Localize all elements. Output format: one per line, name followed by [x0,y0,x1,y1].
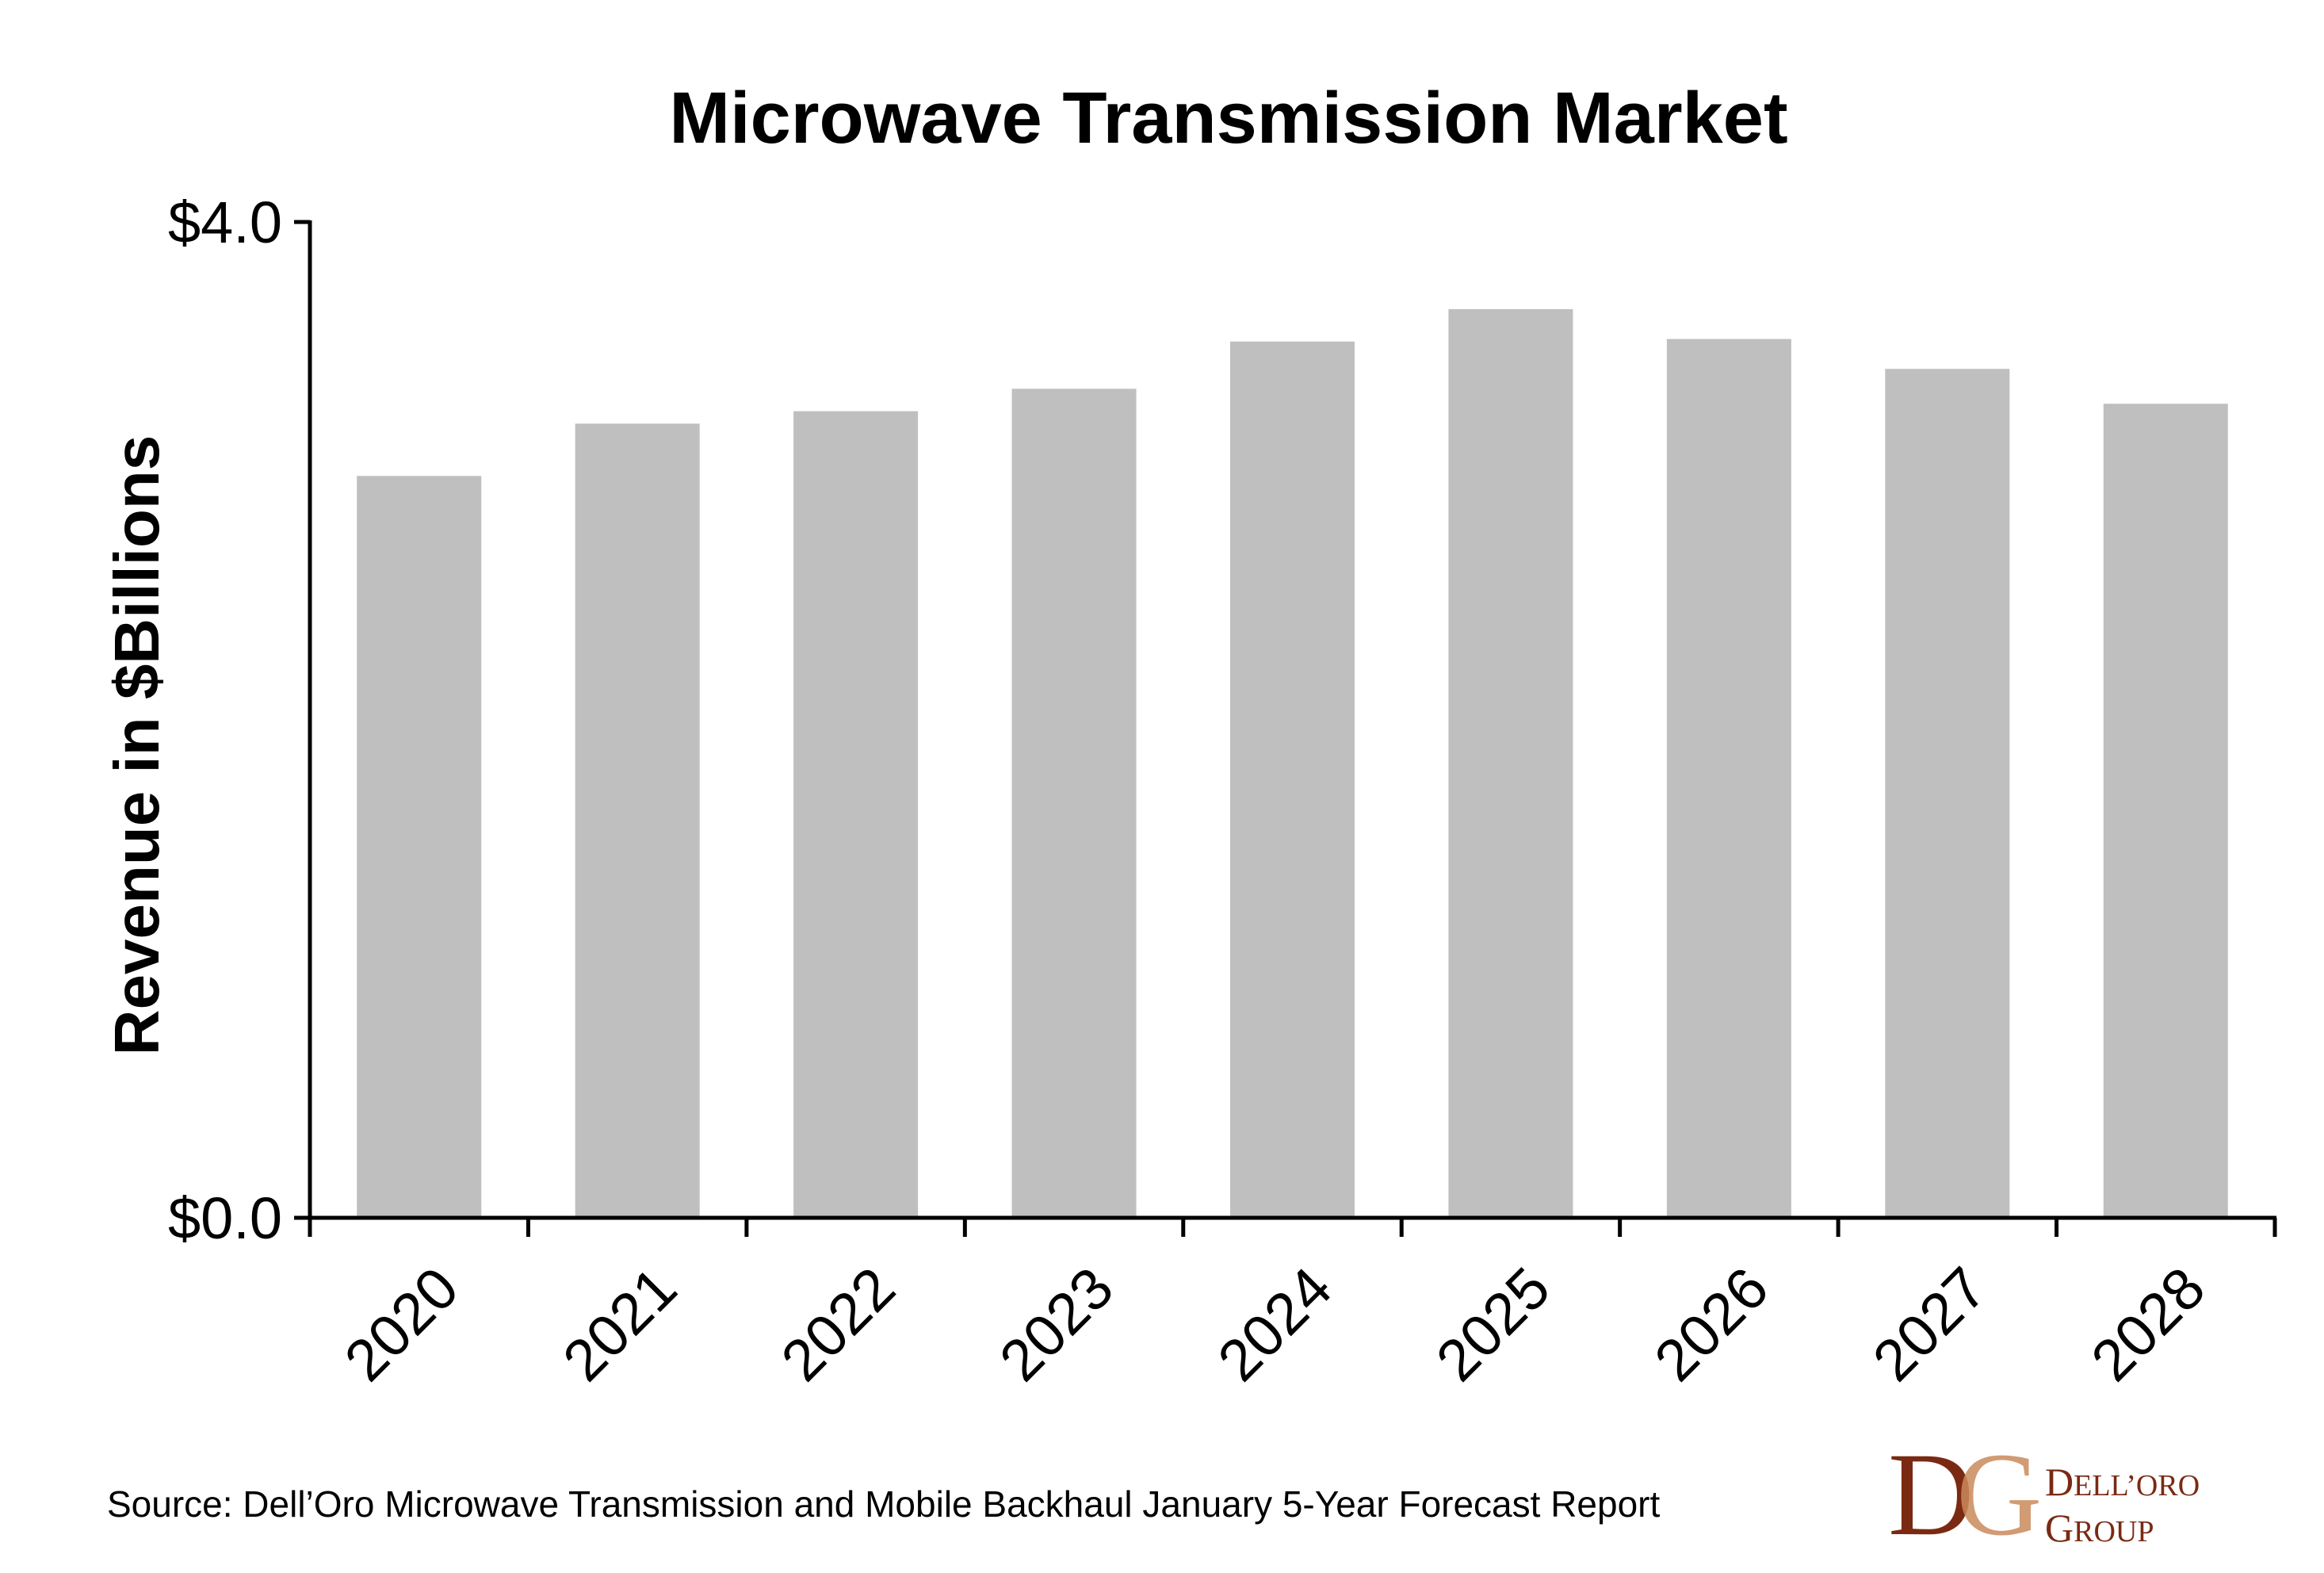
logo-line-2: GROUP [2045,1506,2154,1550]
bar-2025 [1448,308,1573,1218]
x-tick-label-2022: 2022 [769,1254,908,1393]
bar-2027 [1885,369,2010,1218]
bars-group [357,308,2228,1219]
x-tick-label-2025: 2025 [1424,1254,1562,1393]
x-tick-label-2023: 2023 [987,1254,1126,1393]
source-note: Source: Dell’Oro Microwave Transmission … [107,1483,1660,1525]
bar-2020 [357,476,482,1218]
y-tick-label-max: $4.0 [168,189,282,255]
logo-line-1-rest: ELL’ORO [2074,1469,2200,1502]
dell-oro-logo: D G DELL’ORO GROUP [1888,1429,2200,1560]
bar-2026 [1666,339,1791,1219]
x-tick-label-2020: 2020 [332,1254,471,1393]
bar-2028 [2103,404,2228,1219]
x-tick-label-2021: 2021 [550,1254,689,1393]
x-tick-label-2027: 2027 [1860,1254,1999,1393]
y-tick-label-min: $0.0 [168,1185,282,1251]
bar-2024 [1229,341,1355,1219]
bar-2023 [1011,388,1137,1218]
bar-2021 [575,423,700,1218]
x-ticks-group [308,1218,2277,1237]
bar-2022 [793,411,919,1218]
logo-monogram-d: D [1888,1429,1974,1560]
x-labels-group: 2020 2021 2022 2023 2024 2025 2026 2027 2028 [332,1254,2218,1393]
chart-title: Microwave Transmission Market [669,78,1787,159]
logo-monogram-g: G [1956,1429,2042,1560]
y-axis-label: Revenue in $Billions [101,435,172,1055]
logo-line-2-initial: G [2045,1506,2074,1550]
logo-line-2-rest: ROUP [2074,1515,2154,1548]
x-tick-label-2026: 2026 [1642,1254,1780,1393]
x-tick-label-2024: 2024 [1206,1254,1344,1393]
logo-line-1-initial: D [2045,1460,2074,1504]
logo-line-1: DELL’ORO [2045,1460,2200,1504]
x-tick-label-2028: 2028 [2078,1254,2217,1393]
